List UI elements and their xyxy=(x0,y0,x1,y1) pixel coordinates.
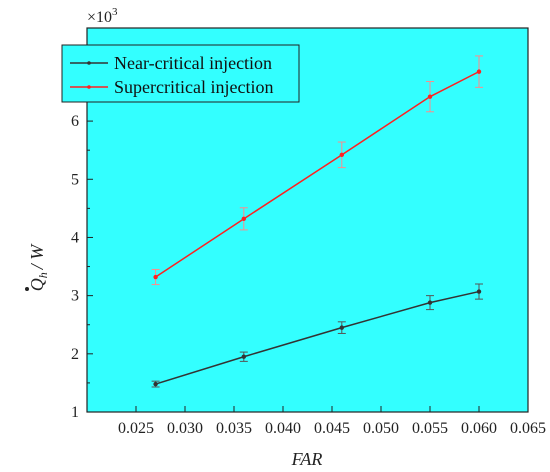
data-point xyxy=(153,381,158,387)
y-tick-label: 5 xyxy=(71,171,79,188)
y-tick-label: 2 xyxy=(71,346,79,363)
data-point xyxy=(153,274,158,280)
x-tick-label: 0.025 xyxy=(118,420,154,437)
x-tick-label: 0.045 xyxy=(314,420,350,437)
y-multiplier-exp: 3 xyxy=(112,6,118,18)
data-point xyxy=(427,300,433,305)
legend: Near-critical injection Supercritical in… xyxy=(61,44,300,103)
y-axis-title-dot xyxy=(25,287,29,291)
plot-frame xyxy=(86,27,529,413)
y-tick-label: 6 xyxy=(71,113,79,130)
y-axis-title-main: Q xyxy=(27,278,47,291)
y-tick-label: 3 xyxy=(71,288,79,305)
x-tick-label: 0.050 xyxy=(363,420,399,437)
y-multiplier-base: ×10 xyxy=(87,9,112,26)
y-axis-title: Qh/ W xyxy=(25,243,50,292)
data-point xyxy=(339,325,344,330)
data-point xyxy=(241,354,246,359)
legend-label-near: Near-critical injection xyxy=(114,53,272,73)
ticks-layer: 0.025 0.030 0.035 0.040 0.045 0.050 0.055 0.060… xyxy=(71,55,546,437)
y-tick-label: 4 xyxy=(71,229,79,246)
data-point xyxy=(476,69,482,74)
y-axis-title-unit: / W xyxy=(27,243,47,271)
y-multiplier: ×103 xyxy=(87,6,118,26)
data-point xyxy=(427,94,433,99)
legend-marker-super xyxy=(87,85,91,89)
x-axis-title: FAR xyxy=(291,449,323,469)
series-layer xyxy=(151,55,483,388)
legend-label-super: Supercritical injection xyxy=(114,77,273,97)
x-tick-label: 0.065 xyxy=(510,420,546,437)
x-tick-label: 0.035 xyxy=(216,420,252,437)
y-axis-title-sub: h xyxy=(36,272,50,278)
legend-box xyxy=(61,44,300,103)
data-point xyxy=(476,289,482,294)
y-tick-label: 1 xyxy=(71,404,79,421)
legend-marker-near xyxy=(87,61,91,65)
data-point xyxy=(339,152,344,158)
data-point xyxy=(241,216,246,222)
x-tick-label: 0.060 xyxy=(461,420,497,437)
x-tick-label: 0.040 xyxy=(265,420,301,437)
x-tick-label: 0.055 xyxy=(412,420,448,437)
svg-text:Qh/ W: Qh/ W xyxy=(27,243,50,292)
x-tick-label: 0.030 xyxy=(167,420,203,437)
